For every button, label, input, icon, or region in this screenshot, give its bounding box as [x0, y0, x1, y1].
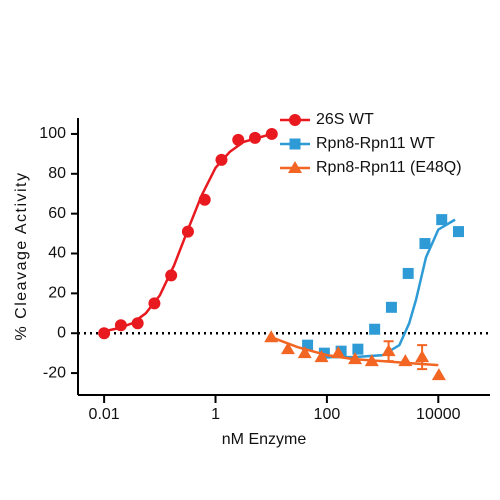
data-point [452, 226, 464, 238]
legend-marker [289, 114, 301, 126]
data-point [114, 319, 127, 332]
data-point [265, 127, 278, 140]
data-point [297, 346, 312, 359]
legend-label: 26S WT [316, 111, 374, 128]
data-point [364, 354, 379, 367]
data-point [302, 339, 314, 351]
data-point [369, 323, 381, 335]
data-point [431, 368, 446, 381]
fit-curve [103, 132, 273, 333]
x-tick-label: 1 [211, 406, 220, 423]
data-point [314, 350, 329, 363]
x-tick-label: 0.01 [89, 406, 120, 423]
data-point [181, 225, 194, 238]
data-point [98, 327, 111, 340]
y-axis-label: % Cleavage Activity [13, 171, 30, 340]
data-point [264, 330, 279, 343]
data-point [415, 350, 430, 363]
data-point [148, 297, 161, 310]
legend-marker [289, 138, 301, 150]
legend-marker [288, 161, 302, 173]
data-point [331, 346, 346, 359]
data-point [249, 131, 262, 144]
data-point [352, 343, 364, 355]
y-tick-label: 20 [48, 285, 66, 302]
legend-label: Rpn8-Rpn11 (E48Q) [316, 159, 462, 176]
y-tick-label: 40 [48, 245, 66, 262]
data-point [348, 352, 363, 365]
y-tick-label: 80 [48, 165, 66, 182]
x-tick-label: 100 [314, 406, 341, 423]
data-point [215, 153, 228, 166]
data-point [436, 214, 448, 226]
data-point [165, 269, 178, 282]
y-tick-label: 60 [48, 205, 66, 222]
data-point [419, 238, 431, 250]
data-point [232, 133, 245, 146]
x-tick-label: 10000 [416, 406, 461, 423]
legend-label: Rpn8-Rpn11 WT [316, 135, 435, 152]
data-point [198, 193, 211, 206]
x-axis-label: nM Enzyme [222, 431, 307, 448]
data-point [402, 267, 414, 279]
y-tick-label: 0 [57, 324, 66, 341]
data-point [131, 317, 144, 330]
y-tick-label: 100 [39, 125, 66, 142]
data-point [385, 301, 397, 313]
data-point [381, 344, 396, 357]
y-tick-label: -20 [43, 364, 66, 381]
data-point [280, 342, 295, 355]
data-point [398, 354, 413, 367]
fit-curve [324, 218, 456, 359]
